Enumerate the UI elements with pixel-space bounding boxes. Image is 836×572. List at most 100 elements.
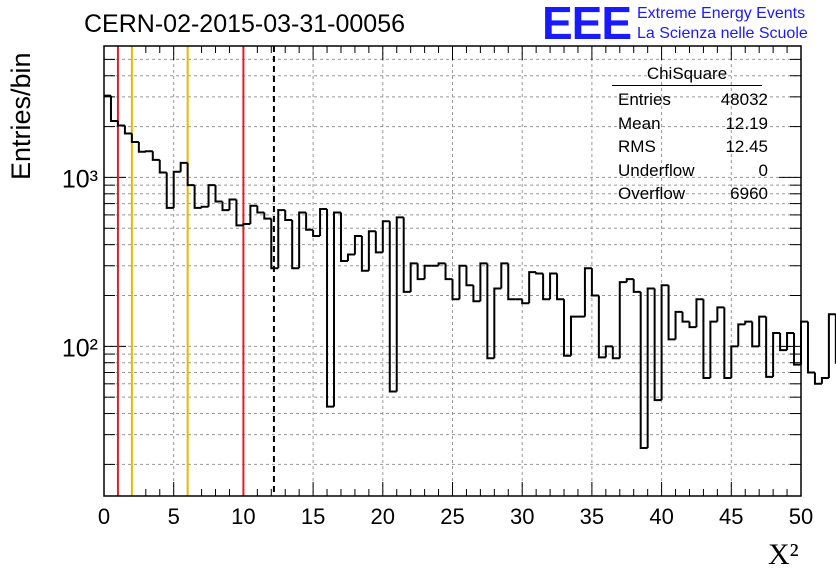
histogram-bin — [346, 253, 355, 262]
x-tick-label: 35 — [580, 504, 604, 529]
eee-logo: EEE — [542, 0, 632, 49]
histogram-bin — [367, 230, 376, 271]
histogram-bin — [632, 279, 641, 293]
histogram-bin — [604, 345, 613, 358]
x-tick-label: 5 — [168, 504, 180, 529]
histogram-bin — [751, 321, 760, 348]
histogram-bin — [130, 133, 139, 144]
stats-label: Mean — [618, 113, 661, 133]
stats-box: ChiSquare Entries 48032 Mean 12.19 RMS 12.4… — [612, 64, 780, 206]
histogram-bin — [207, 184, 216, 207]
histogram-bin — [221, 201, 230, 212]
histogram-bin — [709, 320, 718, 378]
stats-row: Overflow 6960 — [612, 182, 780, 206]
histogram-bin — [409, 262, 418, 292]
histogram-bin — [388, 221, 397, 393]
histogram-bin — [646, 287, 655, 449]
histogram-bin — [472, 285, 481, 303]
histogram-bin — [618, 281, 627, 359]
histogram-bin — [277, 209, 286, 269]
histogram-bin — [827, 313, 836, 378]
histogram-bin — [653, 288, 662, 402]
histogram-bin — [549, 272, 558, 300]
histogram-bin — [144, 150, 153, 153]
histogram-bin — [597, 295, 606, 359]
histogram-bin — [813, 372, 822, 385]
stats-value: 48032 — [720, 90, 768, 109]
histogram-bin — [758, 315, 767, 347]
y-tick-label: 10² — [62, 334, 98, 362]
x-tick-label: 40 — [649, 504, 673, 529]
stats-label: RMS — [618, 137, 656, 156]
histogram-bin — [256, 205, 265, 214]
histogram-bin — [284, 210, 293, 221]
plot-frame — [103, 45, 802, 497]
histogram-bin — [507, 263, 516, 301]
histogram-bin — [319, 208, 328, 237]
eee-logo-line2: La Scienza nelle Scuole — [637, 25, 808, 42]
histogram-bin — [158, 159, 167, 174]
histogram-bin — [779, 332, 788, 352]
histogram-bin — [486, 263, 495, 360]
histogram-bin — [772, 331, 781, 377]
histogram-bin — [360, 236, 369, 272]
histogram-bin — [765, 316, 774, 378]
histogram-bin — [800, 320, 808, 365]
histogram-bin — [374, 231, 383, 254]
histogram-bin — [298, 211, 307, 269]
histogram-bin — [465, 265, 474, 287]
y-axis-label: Entries/bin — [6, 52, 36, 180]
histogram-bin — [137, 142, 146, 153]
histogram-bin — [353, 235, 362, 255]
histogram-bin — [333, 211, 341, 407]
x-tick-label: 30 — [510, 504, 534, 529]
histogram-bin — [235, 199, 244, 227]
histogram-bin — [451, 279, 460, 301]
histogram-bin — [744, 320, 753, 325]
histogram-bin — [339, 212, 348, 263]
histogram-bin — [786, 331, 795, 351]
histogram-bin — [214, 185, 223, 203]
histogram-bin — [193, 185, 202, 209]
histogram-bin — [242, 223, 251, 226]
histogram-bin — [625, 278, 634, 283]
histogram-bin — [395, 216, 404, 392]
x-tick-label: 50 — [789, 504, 813, 529]
histogram-bin — [381, 220, 390, 253]
stats-label: Underflow — [618, 160, 695, 180]
x-tick-label: 25 — [440, 504, 464, 529]
histogram-bin — [556, 273, 565, 301]
histogram-bin — [723, 307, 732, 379]
stats-label: Overflow — [618, 184, 686, 203]
tick-labels: 0 5 10 15 20 25 30 35 40 45 50 10² 10³ — [62, 165, 813, 529]
histogram-bin — [165, 172, 174, 209]
grid-lines — [104, 46, 801, 496]
histogram-bin — [444, 263, 453, 281]
histogram-bin — [611, 346, 620, 360]
histogram-bin — [305, 212, 314, 231]
stats-row: RMS 12.45 — [612, 135, 780, 159]
histogram-bin — [583, 267, 592, 317]
x-tick-label: 0 — [98, 504, 110, 529]
histogram-bin — [116, 120, 125, 127]
histogram-bin — [270, 218, 279, 270]
histogram-bin — [793, 332, 801, 366]
histogram-bin — [249, 204, 258, 225]
histogram-bin — [123, 125, 132, 135]
histogram-bin — [695, 298, 704, 328]
histogram-bin — [402, 217, 411, 293]
histogram-bin — [263, 212, 272, 220]
histogram-bin — [590, 268, 599, 297]
stats-title: ChiSquare — [612, 64, 762, 86]
histogram-bin — [737, 323, 746, 347]
histogram-bin — [493, 287, 502, 359]
histogram-bin — [326, 209, 335, 408]
histogram-bin — [200, 205, 209, 208]
x-tick-label: 45 — [719, 504, 743, 529]
reference-lines — [116, 46, 275, 496]
histogram-bin — [186, 162, 195, 187]
histogram-bin — [228, 198, 237, 211]
y-tick-label: 10³ — [62, 165, 98, 193]
x-tick-label: 10 — [231, 504, 255, 529]
stats-row: Underflow 0 — [612, 159, 780, 183]
